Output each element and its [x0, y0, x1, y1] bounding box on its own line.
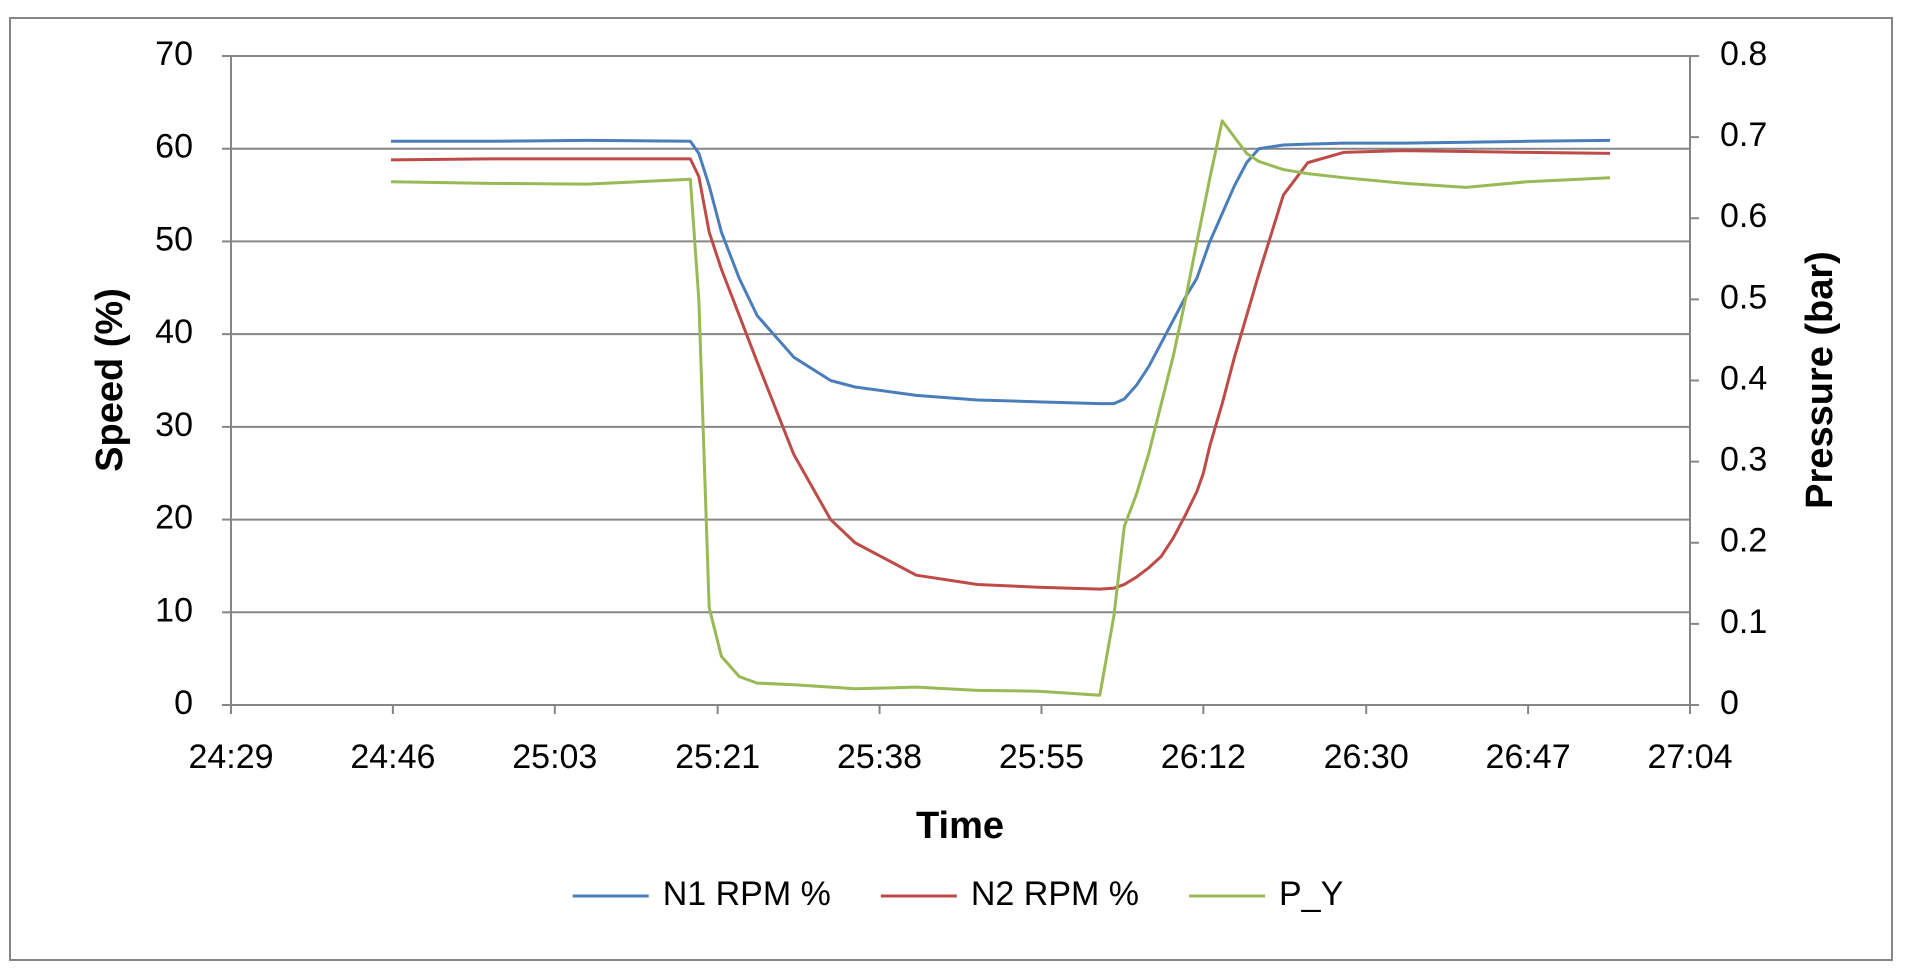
y-tick-label: 30	[155, 406, 193, 444]
x-tick-label: 24:29	[188, 738, 273, 776]
y-tick-label: 40	[155, 313, 193, 351]
y-tick-label: 20	[155, 499, 193, 537]
y2-tick-label: 0.7	[1720, 116, 1767, 154]
chart-border	[9, 17, 1893, 961]
x-tick-label: 26:47	[1486, 738, 1571, 776]
y2-tick-label: 0.3	[1720, 441, 1767, 479]
legend-label: P_Y	[1279, 875, 1343, 913]
y2-tick-label: 0.5	[1720, 278, 1767, 316]
y-tick-label: 60	[155, 128, 193, 166]
legend-label: N1 RPM %	[663, 875, 831, 913]
x-tick-label: 24:46	[350, 738, 435, 776]
y2-axis-title: Pressure (bar)	[1799, 251, 1841, 509]
y-axis-title: Speed (%)	[89, 288, 131, 472]
x-tick-label: 27:04	[1647, 738, 1732, 776]
x-tick-label: 25:55	[999, 738, 1084, 776]
series-line	[391, 149, 1611, 591]
y-tick-label: 0	[174, 684, 193, 722]
y2-tick-label: 0.2	[1720, 522, 1767, 560]
x-axis-title: Time	[916, 805, 1004, 847]
x-tick-label: 25:03	[512, 738, 597, 776]
y2-tick-label: 0.4	[1720, 359, 1767, 397]
y-tick-label: 10	[155, 591, 193, 629]
x-tick-label: 26:30	[1324, 738, 1409, 776]
x-tick-label: 25:38	[837, 738, 922, 776]
series-line	[391, 138, 1611, 406]
y2-tick-label: 0	[1720, 684, 1739, 722]
y-tick-label: 50	[155, 220, 193, 258]
y2-tick-label: 0.1	[1720, 603, 1767, 641]
y2-tick-label: 0.8	[1720, 35, 1767, 73]
y-tick-label: 70	[155, 35, 193, 73]
legend-label: N2 RPM %	[971, 875, 1139, 913]
x-tick-label: 26:12	[1161, 738, 1246, 776]
x-tick-label: 25:21	[675, 738, 760, 776]
y2-tick-label: 0.6	[1720, 197, 1767, 235]
series-line	[390, 119, 1611, 697]
